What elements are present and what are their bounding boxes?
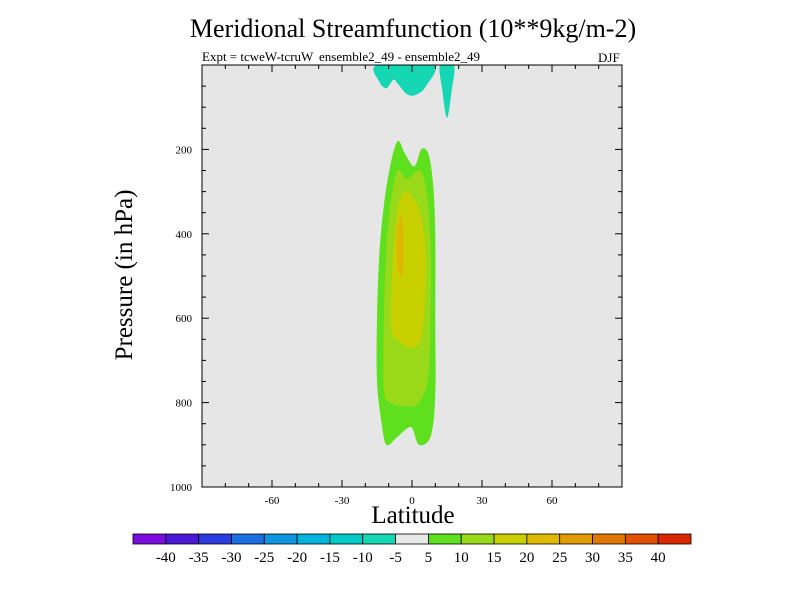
x-axis-label: Latitude — [371, 502, 455, 529]
colorbar-label: 15 — [487, 550, 502, 566]
colorbar-swatch — [296, 533, 331, 545]
colorbar-swatch — [428, 533, 462, 545]
colorbar-swatch — [657, 533, 692, 545]
colorbar-swatch — [231, 533, 265, 545]
colorbar-swatch — [362, 533, 396, 545]
colorbar-swatch — [395, 533, 429, 545]
y-tick-label: 600 — [176, 313, 193, 325]
colorbar-swatch — [132, 533, 167, 545]
colorbar-label: 35 — [618, 550, 633, 566]
x-tick-label: 0 — [409, 495, 415, 507]
colorbar-label: 20 — [519, 550, 534, 566]
colorbar-swatch — [592, 533, 626, 545]
contour-negative-top-right — [439, 65, 455, 118]
y-tick-label: 1000 — [170, 482, 193, 494]
colorbar-label: -40 — [156, 550, 176, 566]
colorbar-label: 5 — [425, 550, 433, 566]
colorbar-label: -30 — [221, 550, 241, 566]
x-tick-label: 60 — [547, 495, 559, 507]
colorbar-swatch — [329, 533, 364, 545]
x-tick-label: -30 — [335, 495, 350, 507]
x-tick-label: -60 — [265, 495, 280, 507]
colorbar-label: -15 — [320, 550, 340, 566]
colorbar-label: -5 — [389, 550, 402, 566]
experiment-label: Expt = tcweW-tcruW — [202, 49, 314, 64]
colorbar-label: 30 — [585, 550, 600, 566]
contour-positive-20-25 — [396, 215, 404, 277]
chart-title: Meridional Streamfunction (10**9kg/m-2) — [189, 14, 637, 43]
y-tick-label: 200 — [176, 144, 193, 156]
colorbar-swatch — [263, 533, 298, 545]
colorbar-swatch — [624, 533, 659, 545]
y-tick-label: 800 — [176, 398, 193, 410]
colorbar-label: 10 — [454, 550, 469, 566]
colorbar-swatch — [526, 533, 561, 545]
colorbar-swatch — [493, 533, 528, 545]
colorbar-label: -10 — [353, 550, 373, 566]
colorbar-swatch — [165, 533, 200, 545]
y-tick-label: 400 — [176, 229, 193, 241]
colorbar-label: 25 — [552, 550, 567, 566]
colorbar-swatch — [460, 533, 495, 545]
colorbar-label: -25 — [254, 550, 274, 566]
season-label: DJF — [598, 50, 620, 65]
colorbar-label: 40 — [651, 550, 666, 566]
colorbar-swatch — [559, 533, 593, 545]
colorbar-swatch — [198, 533, 232, 545]
colorbar-label: -35 — [189, 550, 209, 566]
ensemble-label: ensemble2_49 - ensemble2_49 — [319, 49, 481, 64]
contour-negative-top-left — [373, 65, 436, 96]
x-tick-label: 30 — [477, 495, 489, 507]
colorbar-label: -20 — [287, 550, 307, 566]
